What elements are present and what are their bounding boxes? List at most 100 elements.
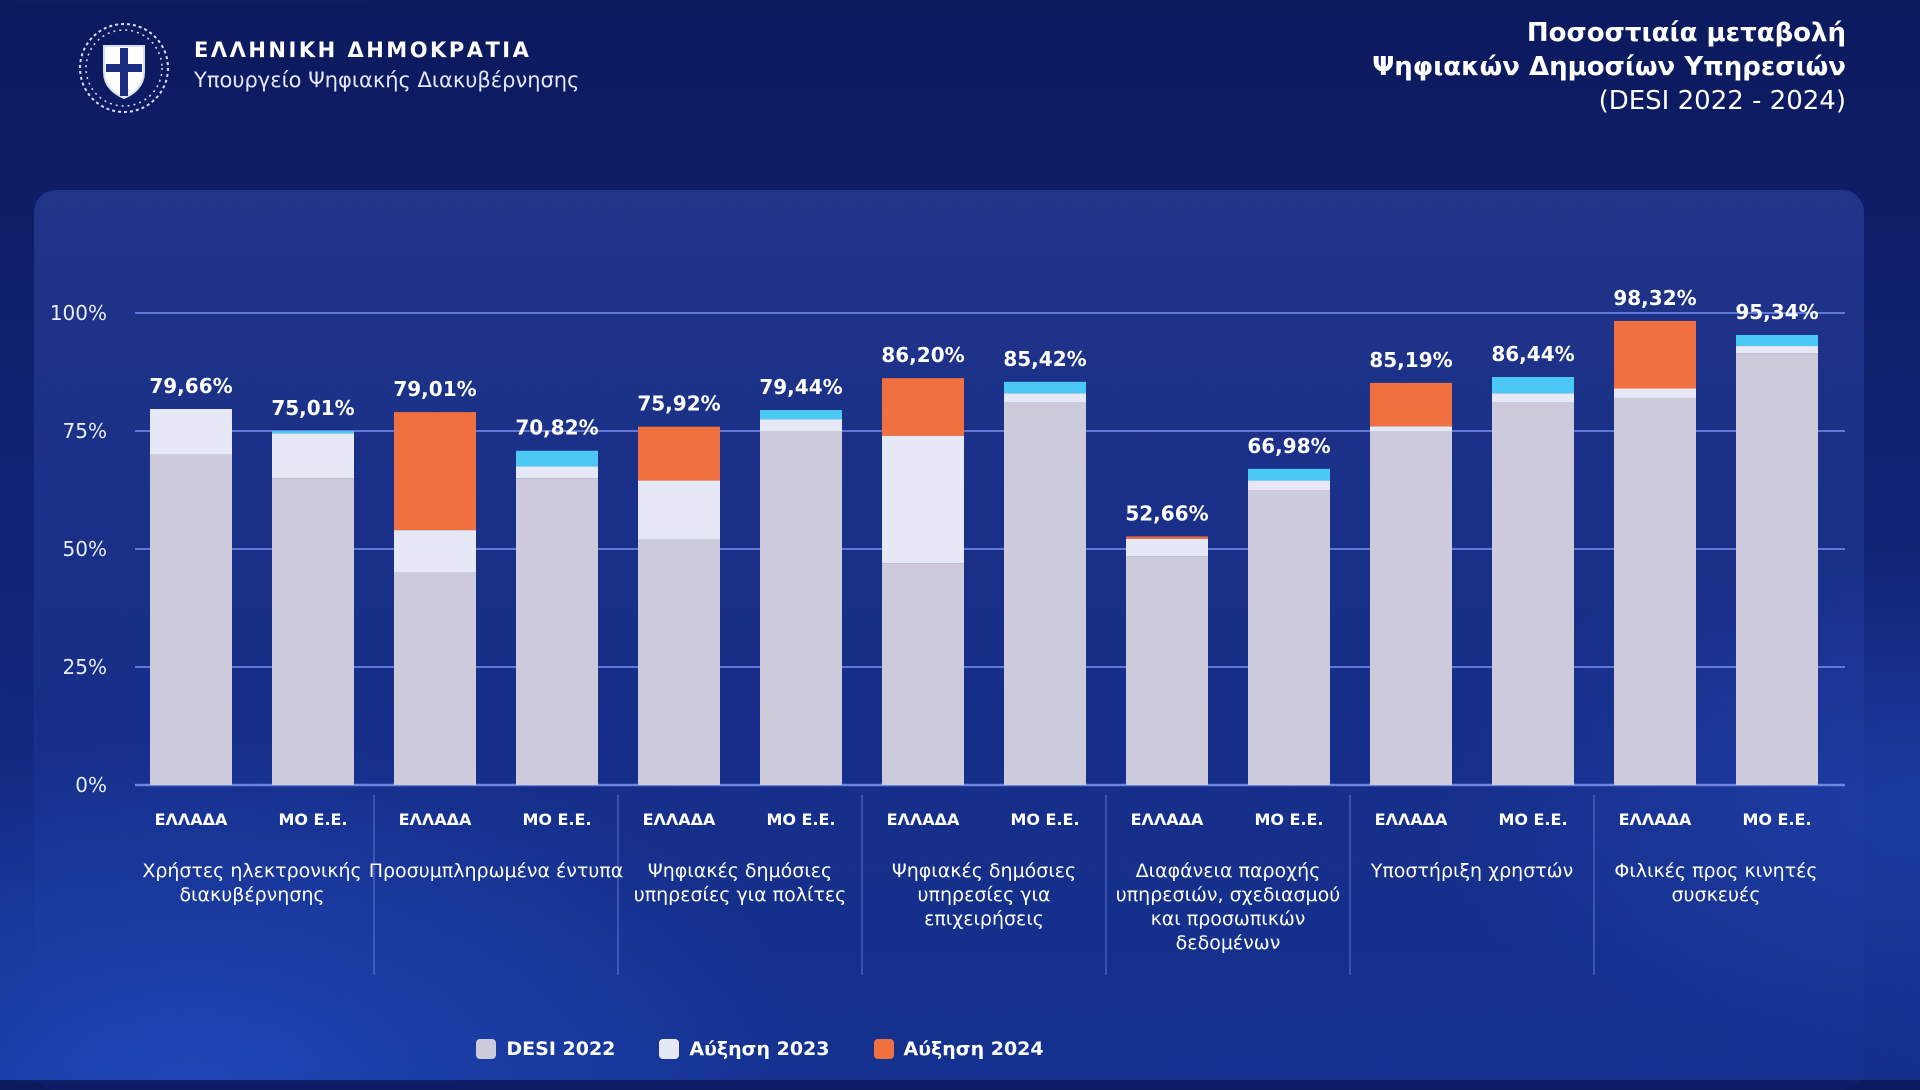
report-title-line1: Ποσοστιαία μεταβολή <box>1526 18 1846 48</box>
bar-category-label: ΕΛΛΑΔΑ <box>1619 810 1692 829</box>
legend-swatch-increase-2024 <box>873 1039 894 1059</box>
bar-segment-increase-2023 <box>150 409 232 455</box>
bar-total-label: 85,19% <box>1369 348 1452 372</box>
bar-segment-increase-2024 <box>272 430 354 434</box>
group-label: Ψηφιακές δημόσιες υπηρεσίες για επιχειρήσε… <box>892 860 1076 930</box>
bar-segment-increase-2023 <box>1004 393 1086 403</box>
legend-label: DESI 2022 <box>506 1038 616 1060</box>
legend-swatch-desi-2022 <box>476 1039 497 1059</box>
bar-segment-increase-2023 <box>1126 538 1208 557</box>
bar-category-label: ΕΛΛΑΔΑ <box>887 810 960 829</box>
bar-category-label: ΕΛΛΑΔΑ <box>643 810 716 829</box>
bar-segment-increase-2024 <box>1492 377 1574 394</box>
group-label: Χρήστες ηλεκτρονικής διακυβέρνησης <box>142 860 361 906</box>
group-label: Διαφάνεια παροχής υπηρεσιών, σχεδιασμού κα… <box>1116 860 1341 954</box>
bar-total-label: 86,20% <box>881 343 964 367</box>
bar-segment-increase-2024 <box>1614 320 1696 389</box>
y-tick-label: 100% <box>50 301 107 325</box>
legend-item-increase-2023: Αύξηση 2023 <box>659 1038 830 1060</box>
bar-total-label: 98,32% <box>1613 286 1696 310</box>
bar-segment-desi-2022 <box>272 478 354 785</box>
bar-category-label: ΕΛΛΑΔΑ <box>155 810 228 829</box>
bar-segment-desi-2022 <box>150 454 232 785</box>
bar-segment-increase-2024 <box>394 412 476 531</box>
report-title: Ποσοστιαία μεταβολή Ψηφιακών Δημοσίων Υπ… <box>1372 16 1846 118</box>
ministry-name: Υπουργείο Ψηφιακής Διακυβέρνησης <box>194 68 580 92</box>
bar-category-label: ΜΟ Ε.Ε. <box>278 810 347 829</box>
bar-total-label: 75,01% <box>271 396 354 420</box>
y-tick-label: 25% <box>63 655 107 679</box>
header: ΕΛΛΗΝΙΚΗ ΔΗΜΟΚΡΑΤΙΑ Υπουργείο Ψηφιακής Δ… <box>0 0 1920 185</box>
bar-total-label: 79,66% <box>149 374 232 398</box>
legend-swatch-increase-2023 <box>659 1039 680 1059</box>
bar-segment-increase-2023 <box>760 419 842 431</box>
bar-category-label: ΜΟ Ε.Ε. <box>1498 810 1567 829</box>
bar-segment-increase-2023 <box>882 435 964 564</box>
group-label: Υποστήριξη χρηστών <box>1370 860 1573 882</box>
bar-segment-increase-2023 <box>394 530 476 573</box>
bar-segment-increase-2023 <box>638 480 720 540</box>
bar-segment-increase-2024 <box>1248 468 1330 481</box>
legend-label: Αύξηση 2024 <box>903 1038 1044 1060</box>
y-tick-label: 50% <box>63 537 107 561</box>
greek-coat-of-arms-icon <box>79 23 169 113</box>
bar-category-label: ΕΛΛΑΔΑ <box>399 810 472 829</box>
bar-total-label: 52,66% <box>1125 501 1208 525</box>
bar-category-label: ΜΟ Ε.Ε. <box>1742 810 1811 829</box>
bar-total-label: 70,82% <box>515 416 598 440</box>
bar-segment-desi-2022 <box>1370 431 1452 785</box>
bar-segment-desi-2022 <box>1736 353 1818 785</box>
bar-total-label: 75,92% <box>637 392 720 416</box>
bar-segment-increase-2023 <box>272 433 354 479</box>
bar-segment-increase-2023 <box>1248 480 1330 490</box>
bar-category-label: ΜΟ Ε.Ε. <box>522 810 591 829</box>
group-label: Φιλικές προς κινητές συσκευές <box>1614 860 1817 906</box>
bar-segment-desi-2022 <box>516 478 598 785</box>
bar-segment-desi-2022 <box>1248 490 1330 785</box>
group-label: Ψηφιακές δημόσιες υπηρεσίες για πολίτες <box>634 860 847 906</box>
bar-segment-desi-2022 <box>882 563 964 785</box>
bar-segment-desi-2022 <box>638 539 720 785</box>
bar-total-label: 95,34% <box>1735 300 1818 324</box>
legend-label: Αύξηση 2023 <box>689 1038 830 1060</box>
bar-segment-increase-2023 <box>1492 393 1574 403</box>
bar-segment-increase-2023 <box>1736 346 1818 354</box>
bar-category-label: ΜΟ Ε.Ε. <box>1254 810 1323 829</box>
bar-segment-increase-2024 <box>1004 381 1086 394</box>
bar-category-label: ΕΛΛΑΔΑ <box>1131 810 1204 829</box>
legend-item-increase-2024: Αύξηση 2024 <box>873 1038 1044 1060</box>
y-tick-label: 0% <box>75 773 107 797</box>
bar-total-label: 66,98% <box>1247 434 1330 458</box>
government-name: ΕΛΛΗΝΙΚΗ ΔΗΜΟΚΡΑΤΙΑ <box>194 38 532 62</box>
bar-total-label: 85,42% <box>1003 347 1086 371</box>
bar-segment-desi-2022 <box>1492 402 1574 785</box>
bar-category-label: ΜΟ Ε.Ε. <box>766 810 835 829</box>
bar-segment-desi-2022 <box>760 431 842 785</box>
bar-category-label: ΜΟ Ε.Ε. <box>1010 810 1079 829</box>
bar-segment-increase-2024 <box>1126 536 1208 539</box>
bar-total-label: 86,44% <box>1491 342 1574 366</box>
bar-segment-desi-2022 <box>1614 397 1696 785</box>
bar-segment-increase-2024 <box>760 410 842 420</box>
report-title-line2: Ψηφιακών Δημοσίων Υπηρεσιών <box>1372 52 1846 82</box>
bar-segment-increase-2024 <box>638 426 720 481</box>
report-title-line3: (DESI 2022 - 2024) <box>1598 86 1846 116</box>
bar-segment-increase-2024 <box>1736 334 1818 347</box>
chart-legend: DESI 2022 Αύξηση 2023 Αύξηση 2024 <box>0 1038 1520 1060</box>
bar-total-label: 79,01% <box>393 377 476 401</box>
bar-segment-increase-2024 <box>882 378 964 436</box>
bar-segment-increase-2024 <box>516 450 598 467</box>
y-tick-label: 75% <box>63 419 107 443</box>
bar-segment-increase-2023 <box>1370 426 1452 431</box>
bar-segment-desi-2022 <box>1004 402 1086 785</box>
bar-total-label: 79,44% <box>759 375 842 399</box>
legend-item-desi-2022: DESI 2022 <box>476 1038 615 1060</box>
group-label: Προσυμπληρωμένα έντυπα <box>369 860 624 882</box>
bar-segment-increase-2023 <box>516 466 598 479</box>
bar-segment-desi-2022 <box>394 572 476 785</box>
bar-segment-increase-2023 <box>1614 388 1696 398</box>
bar-segment-increase-2024 <box>1370 382 1452 427</box>
bar-segment-desi-2022 <box>1126 556 1208 785</box>
bar-category-label: ΕΛΛΑΔΑ <box>1375 810 1448 829</box>
